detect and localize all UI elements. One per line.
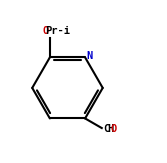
Text: O: O <box>110 124 117 134</box>
Text: N: N <box>87 51 93 61</box>
Text: H: H <box>107 124 113 134</box>
Text: C: C <box>103 124 110 134</box>
Text: O: O <box>42 26 48 36</box>
Text: Pr-i: Pr-i <box>45 26 70 36</box>
